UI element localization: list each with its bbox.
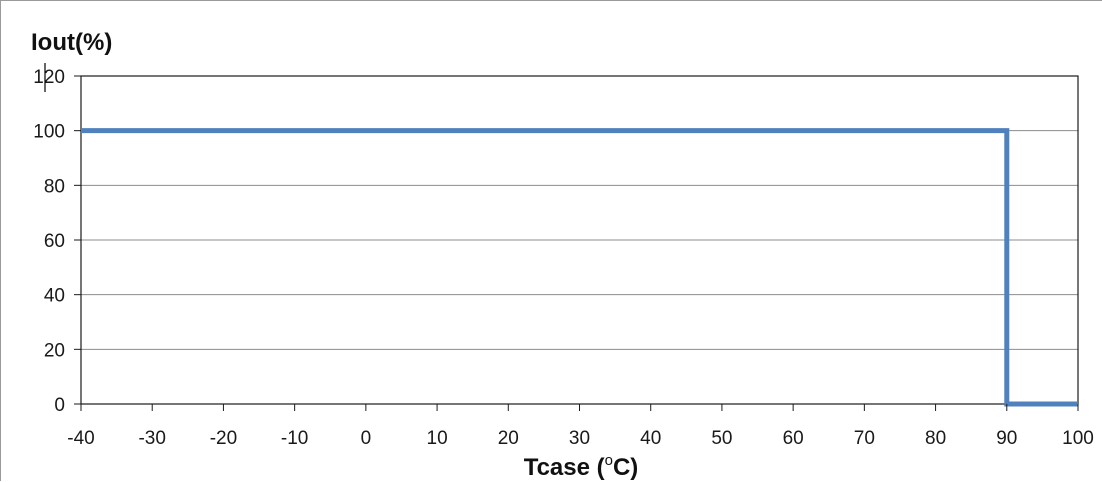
x-tick-label: -20: [210, 428, 237, 449]
x-tick-labels: -40 -30 -20 -10 0 10 20 30 40 50 60 70 80 90 100: [67, 404, 1094, 449]
x-axis-title: Tcase (oC): [524, 452, 639, 481]
y-tick-label: 120: [33, 67, 65, 88]
x-tick-label: 20: [498, 428, 519, 449]
x-axis-title-main: Tcase (: [524, 454, 605, 481]
x-tick-label: 30: [569, 428, 590, 449]
grid-lines: [81, 130, 1078, 350]
y-axis-title: Iout(%): [31, 29, 112, 56]
x-tick-label: 50: [711, 428, 732, 449]
x-tick-label: 60: [783, 428, 804, 449]
y-tick-label: 60: [44, 231, 65, 252]
x-tick-label: 80: [925, 428, 946, 449]
x-tick-label: 0: [361, 428, 372, 449]
series-layer: [81, 128, 1078, 407]
series-line-0: [81, 128, 1078, 407]
y-tick-label: 100: [33, 122, 65, 143]
x-tick-label: -10: [281, 428, 308, 449]
x-tick-label: 10: [427, 428, 448, 449]
x-tick-label: 70: [854, 428, 875, 449]
x-tick-label: -30: [138, 428, 165, 449]
y-tick-label: 80: [44, 176, 65, 197]
y-tick-labels: 0 20 40 60 80 100 120: [33, 67, 81, 416]
y-tick-label: 20: [44, 340, 65, 361]
y-tick-label: 40: [44, 286, 65, 307]
x-axis-title-tail: C): [613, 454, 638, 481]
x-tick-label: 100: [1062, 428, 1094, 449]
x-tick-label: 90: [996, 428, 1017, 449]
x-axis-title-superscript: o: [605, 452, 613, 469]
y-tick-label: 0: [54, 395, 65, 416]
x-tick-label: 40: [640, 428, 661, 449]
x-tick-label: -40: [67, 428, 94, 449]
